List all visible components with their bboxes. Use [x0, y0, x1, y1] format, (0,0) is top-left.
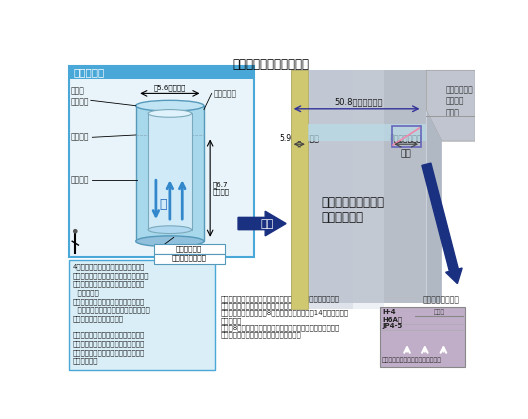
Bar	[291, 70, 308, 309]
Text: ひびの表面の写真: ひびの表面の写真	[422, 295, 459, 304]
Text: 原子炉
圧力容器: 原子炉 圧力容器	[71, 87, 89, 106]
Ellipse shape	[136, 236, 204, 247]
Text: 上部台座: 上部台座	[71, 133, 89, 142]
Bar	[69, 66, 253, 79]
Text: 5.9ミリメートル: 5.9ミリメートル	[279, 134, 319, 143]
Text: 水: 水	[159, 198, 166, 211]
Text: ルでした。: ルでした。	[221, 317, 242, 324]
Text: 約5.6メートル: 約5.6メートル	[154, 85, 186, 91]
Ellipse shape	[73, 229, 78, 233]
Text: 全面にわたって断続的にありました。: 全面にわたって断続的にありました。	[221, 303, 293, 309]
Text: 十分な強度上の余裕
があります。: 十分な強度上の余裕 があります。	[322, 197, 385, 225]
Ellipse shape	[136, 100, 204, 111]
Text: 4号機のシュラウドについて、国から
・現時点で直ちに補修を必要としない。
・今後、適切な頻度で、ひびの進展監
  視が必要。
・ひびが進展し続ける場合には、十分: 4号機のシュラウドについて、国から ・現時点で直ちに補修を必要としない。 ・今後…	[73, 264, 150, 364]
Polygon shape	[427, 70, 475, 141]
Ellipse shape	[148, 110, 192, 117]
Bar	[69, 260, 215, 370]
Text: 強度上必要な厚さ: 強度上必要な厚さ	[296, 201, 303, 235]
Text: 拡大: 拡大	[261, 219, 274, 228]
Text: 50.8ミリメートル: 50.8ミリメートル	[334, 98, 382, 106]
Text: 下部リング部: 下部リング部	[176, 246, 202, 252]
Text: H-4: H-4	[382, 309, 396, 315]
Polygon shape	[291, 70, 427, 303]
Text: サポートリング部: サポートリング部	[172, 255, 207, 261]
FancyBboxPatch shape	[154, 244, 225, 254]
Ellipse shape	[148, 226, 192, 233]
Bar	[306, 70, 353, 309]
Text: ひびの深さは、平均で約8ミリメートル、最大で14ミリメートル: ひびの深さは、平均で約8ミリメートル、最大で14ミリメートル	[221, 310, 349, 316]
Text: すじのように見えるのがひびです。: すじのように見えるのがひびです。	[382, 357, 442, 363]
FancyArrow shape	[422, 163, 462, 284]
Bar	[353, 70, 384, 309]
Text: シュラウド: シュラウド	[74, 67, 105, 77]
Text: JP4-5: JP4-5	[382, 323, 402, 329]
Text: るとしても、強度上十分余裕があります。: るとしても、強度上十分余裕があります。	[221, 332, 301, 338]
Bar	[148, 114, 192, 230]
Text: 中間部胴: 中間部胴	[71, 175, 89, 184]
Bar	[308, 124, 427, 141]
Text: 8ミリメートル: 8ミリメートル	[390, 134, 422, 143]
Text: シュラウドの
外側表面: シュラウドの 外側表面	[446, 86, 474, 105]
Text: 溶接線: 溶接線	[434, 309, 446, 315]
Text: 平均約8ミリメートルの深さのひびが、仮に全面に連続してあ: 平均約8ミリメートルの深さのひびが、仮に全面に連続してあ	[221, 324, 340, 331]
Text: ひび: ひび	[401, 150, 412, 159]
Polygon shape	[427, 110, 442, 303]
Text: 下部リング部のひび断面: 下部リング部のひび断面	[232, 58, 309, 71]
FancyBboxPatch shape	[154, 253, 225, 264]
Polygon shape	[238, 211, 286, 236]
Text: H6Aル: H6Aル	[382, 316, 402, 323]
Bar	[136, 106, 204, 241]
Bar	[69, 66, 253, 257]
Text: 点検で見つかったひびは、下部リング部とサポートリング部の: 点検で見つかったひびは、下部リング部とサポートリング部の	[221, 295, 340, 302]
Text: シュラウド: シュラウド	[213, 89, 237, 98]
Bar	[391, 126, 421, 147]
Text: 約6.7
メートル: 約6.7 メートル	[212, 181, 230, 195]
Text: 溶接線: 溶接線	[446, 108, 460, 117]
Bar	[380, 307, 465, 367]
